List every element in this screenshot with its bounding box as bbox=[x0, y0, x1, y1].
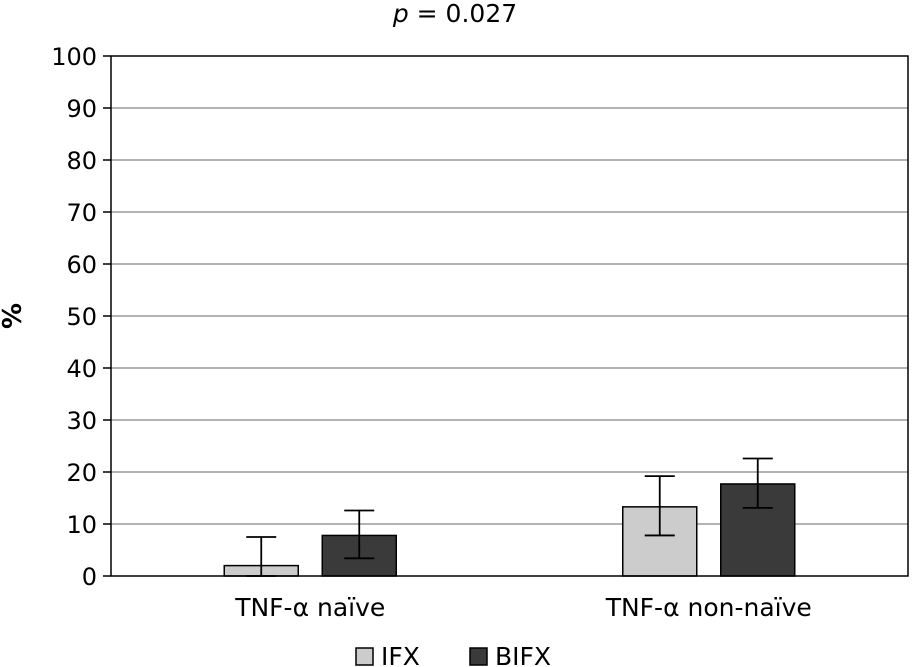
y-tick-label: 80 bbox=[66, 147, 97, 175]
x-category-label: TNF-α non-naïve bbox=[605, 593, 812, 622]
y-axis-label: % bbox=[0, 303, 28, 329]
error-bar-bifx-0 bbox=[344, 509, 375, 560]
legend: IFX BIFX bbox=[355, 642, 551, 667]
legend-swatch bbox=[469, 647, 488, 666]
chart-title-p: p bbox=[392, 0, 409, 28]
gridlines bbox=[111, 107, 908, 525]
x-axis-labels: TNF-α naïve TNF-α non-naïve bbox=[234, 593, 812, 622]
y-tick-label: 40 bbox=[66, 355, 97, 383]
y-tick-label: 20 bbox=[66, 459, 97, 487]
y-tick-label: 100 bbox=[51, 43, 97, 71]
legend-label: IFX bbox=[381, 642, 420, 667]
y-tick-label: 30 bbox=[66, 407, 97, 435]
legend-label: BIFX bbox=[495, 642, 551, 667]
chart-title: p = 0.027 bbox=[392, 0, 517, 28]
x-category-label: TNF-α naïve bbox=[234, 593, 385, 622]
y-tick-label: 90 bbox=[66, 95, 97, 123]
error-bar-bifx-1 bbox=[742, 457, 773, 509]
y-tick-label: 0 bbox=[82, 563, 97, 591]
legend-swatch bbox=[355, 647, 374, 666]
legend-item-bifx: BIFX bbox=[469, 642, 551, 667]
chart-title-value: = 0.027 bbox=[409, 0, 517, 28]
bars bbox=[223, 483, 796, 577]
y-tick-label: 10 bbox=[66, 511, 97, 539]
y-tick-label: 70 bbox=[66, 199, 97, 227]
y-tick-label: 60 bbox=[66, 251, 97, 279]
y-tick-label: 50 bbox=[66, 303, 97, 331]
error-bar-ifx-1 bbox=[644, 475, 675, 537]
y-axis-ticks: 0 10 20 30 40 50 60 70 80 90 100 bbox=[51, 43, 111, 591]
legend-item-ifx: IFX bbox=[355, 642, 420, 667]
